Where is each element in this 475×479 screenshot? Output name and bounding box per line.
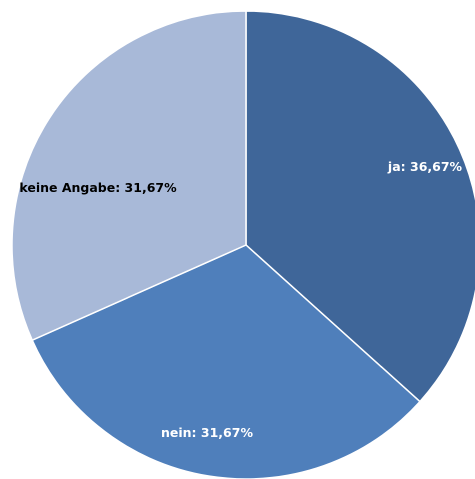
pie-slice-ja [245, 10, 475, 403]
slice-label-ja: ja: 36,67% [387, 159, 463, 174]
pie-slice-keine-angabe [11, 10, 247, 342]
slice-label-nein: nein: 31,67% [161, 425, 253, 440]
slice-label-keine-angabe: keine Angabe: 31,67% [19, 180, 177, 195]
pie-slice-nein [31, 244, 421, 479]
